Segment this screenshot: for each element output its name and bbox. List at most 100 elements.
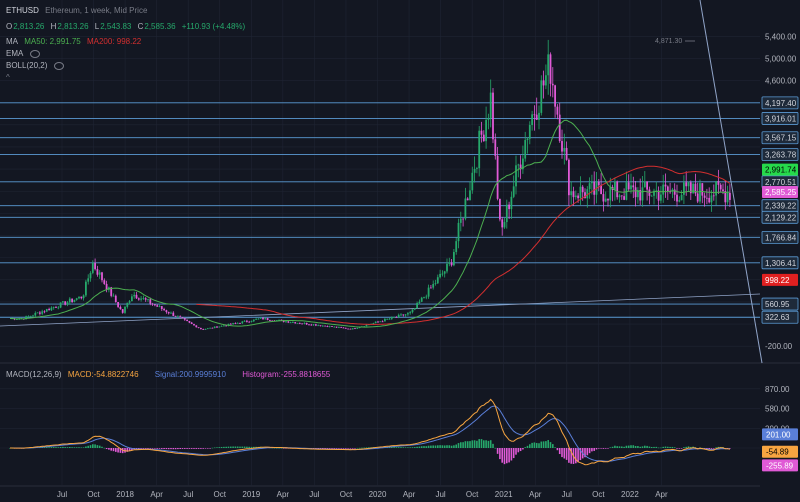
candle-body[interactable]	[699, 183, 701, 202]
candle-body[interactable]	[409, 312, 412, 314]
candle-body[interactable]	[579, 186, 582, 199]
candle-body[interactable]	[607, 198, 609, 201]
candle-body[interactable]	[462, 218, 464, 220]
candle-body[interactable]	[666, 186, 669, 192]
candle-body[interactable]	[464, 198, 467, 219]
candle-body[interactable]	[565, 147, 568, 160]
candle-body[interactable]	[333, 326, 336, 328]
candle-body[interactable]	[206, 328, 209, 330]
candle-body[interactable]	[351, 328, 354, 330]
candle-body[interactable]	[269, 320, 271, 321]
candle-body[interactable]	[512, 186, 515, 197]
candle-body[interactable]	[112, 295, 115, 297]
candle-body[interactable]	[374, 321, 377, 323]
candle-body[interactable]	[609, 186, 612, 201]
candle-body[interactable]	[494, 139, 497, 156]
candle-body[interactable]	[556, 106, 559, 115]
candle-body[interactable]	[715, 181, 717, 196]
candle-body[interactable]	[158, 306, 161, 307]
candle-body[interactable]	[528, 124, 531, 139]
candle-body[interactable]	[36, 312, 39, 314]
candle-body[interactable]	[48, 308, 50, 311]
candle-body[interactable]	[29, 315, 32, 317]
candle-body[interactable]	[416, 303, 418, 309]
candle-body[interactable]	[604, 198, 607, 202]
candle-body[interactable]	[264, 318, 267, 320]
ema-legend[interactable]: EMA	[6, 49, 44, 58]
candle-body[interactable]	[420, 297, 423, 302]
candle-body[interactable]	[505, 204, 508, 223]
candle-body[interactable]	[430, 287, 432, 289]
candle-body[interactable]	[133, 294, 136, 297]
candle-body[interactable]	[706, 197, 708, 199]
candle-body[interactable]	[257, 318, 260, 320]
support-trend-line[interactable]	[0, 293, 761, 327]
candle-body[interactable]	[439, 273, 441, 278]
candle-body[interactable]	[501, 219, 504, 228]
candle-body[interactable]	[653, 190, 655, 196]
candle-body[interactable]	[627, 182, 630, 190]
candle-body[interactable]	[172, 312, 175, 316]
candle-body[interactable]	[98, 272, 101, 275]
candle-body[interactable]	[342, 327, 345, 329]
candle-body[interactable]	[453, 252, 455, 266]
candle-body[interactable]	[96, 269, 99, 275]
candle-body[interactable]	[241, 321, 244, 324]
candle-body[interactable]	[637, 190, 639, 198]
candle-body[interactable]	[218, 326, 221, 328]
candle-body[interactable]	[581, 186, 584, 193]
candle-body[interactable]	[25, 316, 27, 320]
candle-body[interactable]	[547, 54, 550, 76]
candle-body[interactable]	[407, 313, 409, 315]
candle-body[interactable]	[423, 297, 425, 298]
candle-body[interactable]	[499, 198, 501, 220]
candle-body[interactable]	[441, 273, 444, 275]
price-axis[interactable]: 5,400.00 5,000.00 4,600.00 -200.00	[765, 32, 797, 351]
candle-body[interactable]	[418, 301, 421, 304]
candle-body[interactable]	[724, 191, 727, 203]
candle-body[interactable]	[535, 114, 538, 120]
candle-body[interactable]	[577, 195, 579, 199]
eye-hidden-icon[interactable]	[54, 61, 65, 70]
candle-body[interactable]	[278, 319, 280, 321]
candle-body[interactable]	[110, 287, 113, 296]
candle-body[interactable]	[503, 222, 506, 228]
candle-body[interactable]	[508, 204, 510, 210]
candle-body[interactable]	[131, 296, 133, 302]
candle-body[interactable]	[657, 190, 660, 201]
candle-body[interactable]	[195, 325, 198, 328]
candle-body[interactable]	[135, 294, 138, 299]
candle-body[interactable]	[630, 185, 632, 190]
candle-body[interactable]	[600, 185, 602, 195]
candle-body[interactable]	[466, 198, 469, 201]
candle-body[interactable]	[62, 301, 64, 303]
symbol-name[interactable]: ETHUSD	[6, 6, 39, 15]
candle-body[interactable]	[568, 159, 570, 196]
candle-body[interactable]	[181, 317, 184, 319]
ma200-line[interactable]	[196, 165, 731, 325]
candle-body[interactable]	[482, 134, 485, 142]
candle-body[interactable]	[542, 80, 545, 86]
candle-body[interactable]	[400, 314, 402, 316]
candle-body[interactable]	[694, 183, 697, 194]
candle-body[interactable]	[82, 295, 85, 299]
candle-body[interactable]	[683, 182, 685, 195]
candle-body[interactable]	[570, 191, 573, 196]
candle-body[interactable]	[213, 326, 216, 328]
candle-body[interactable]	[524, 140, 527, 159]
candle-body[interactable]	[459, 218, 462, 223]
candle-body[interactable]	[347, 328, 349, 330]
candle-body[interactable]	[517, 164, 520, 166]
candle-body[interactable]	[80, 296, 83, 299]
candle-body[interactable]	[538, 112, 540, 120]
candle-body[interactable]	[710, 195, 713, 203]
candle-body[interactable]	[632, 185, 635, 188]
candle-body[interactable]	[328, 326, 331, 327]
candle-body[interactable]	[574, 195, 577, 198]
candle-body[interactable]	[496, 155, 499, 199]
candle-body[interactable]	[712, 195, 715, 197]
candle-body[interactable]	[358, 327, 361, 328]
candle-body[interactable]	[685, 182, 688, 187]
candle-body[interactable]	[586, 189, 589, 199]
candle-body[interactable]	[708, 197, 711, 203]
